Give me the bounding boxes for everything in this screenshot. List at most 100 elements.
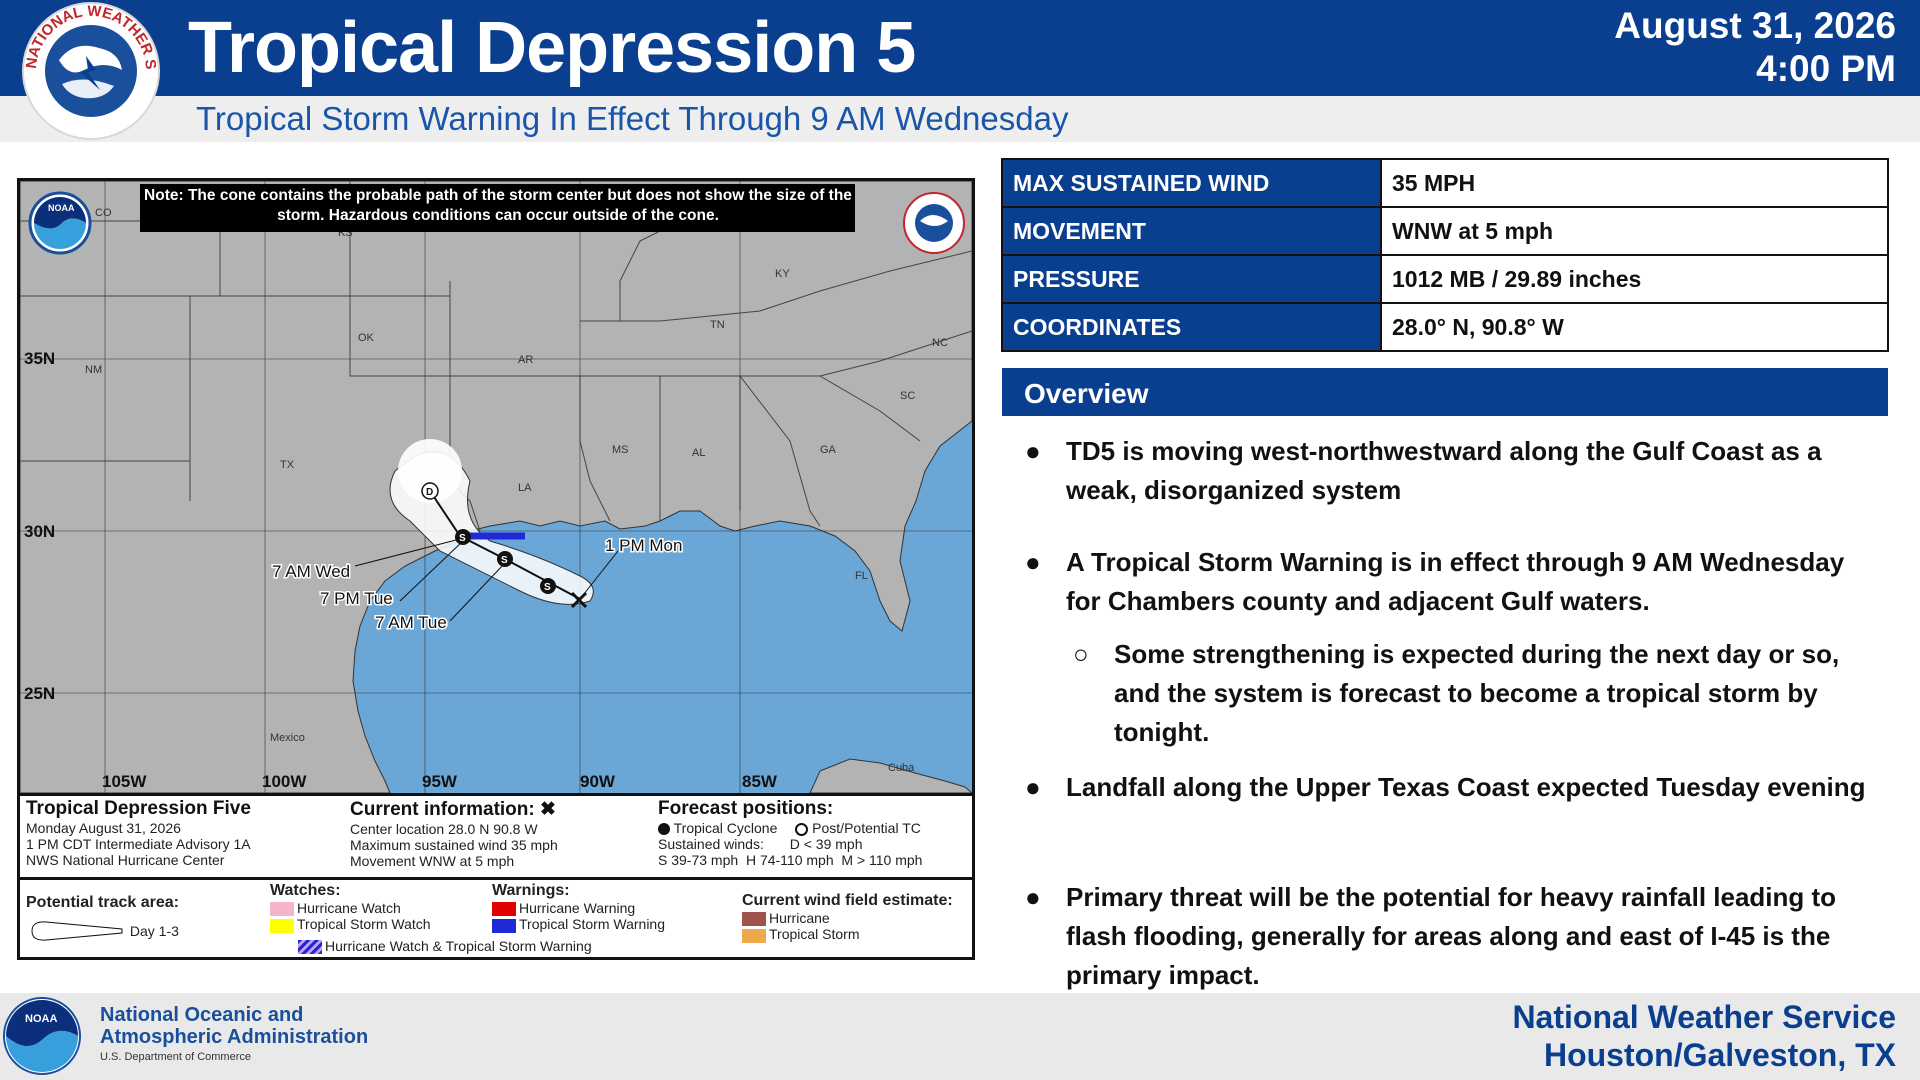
cuba-island [809, 758, 972, 793]
storm-line: 1 PM CDT Intermediate Advisory 1A [26, 836, 251, 852]
lat-label: 30N [24, 522, 55, 541]
lon-label: 85W [742, 772, 778, 791]
track-label: 1 PM Mon [605, 536, 682, 555]
forecast-post: Post/Potential TC [812, 820, 921, 836]
cone-tip [398, 439, 462, 503]
current-line: Center location 28.0 N 90.8 W [350, 821, 538, 837]
lat-lon-grid [20, 181, 972, 793]
storm-name: Tropical Depression Five [26, 798, 251, 819]
state-label: Cuba [888, 762, 915, 774]
bullet-icon: ● [1025, 772, 1041, 802]
current-line: Maximum sustained wind 35 mph [350, 837, 558, 853]
lat-label: 25N [24, 684, 55, 703]
forecast-d: D < 39 mph [789, 836, 863, 852]
watches-title: Watches: [270, 882, 341, 899]
marker-label: S [501, 555, 508, 566]
noaa-footer-logo-text: NOAA [25, 1013, 57, 1025]
hurricane-warning-label: Hurricane Warning [519, 900, 636, 916]
cone-note: Note: The cone contains the probable pat… [144, 187, 852, 224]
noaa-name: National Oceanic and Atmospheric Adminis… [100, 1004, 368, 1048]
table-row: PRESSURE 1012 MB / 29.89 inches [1001, 254, 1889, 304]
marker-s [455, 529, 471, 545]
subtitle-bar [0, 96, 1920, 142]
lon-label: 95W [422, 772, 458, 791]
state-label: Mexico [270, 732, 305, 744]
storm-info: Tropical Depression Five Monday August 3… [26, 798, 251, 868]
track-label: 7 PM Tue [320, 589, 393, 608]
combo-key: Hurricane Watch & Tropical Storm Warning [298, 938, 592, 955]
warnings-key: Warnings: Hurricane Warning Tropical Sto… [492, 882, 665, 933]
warnings-title: Warnings: [492, 882, 570, 899]
ts-watch-swatch [270, 918, 294, 933]
marker-label: S [459, 533, 466, 544]
footer-bar [0, 993, 1920, 1080]
header-bar [0, 0, 1920, 96]
marker-s [497, 551, 513, 567]
forecast-title: Forecast positions: [658, 798, 834, 819]
marker-label: D [426, 487, 433, 498]
forecast-tc: Tropical Cyclone [673, 820, 778, 836]
track-area-key: Day 1-3 [26, 918, 179, 947]
track-markers: D S S S [421, 482, 588, 609]
wind-title: Current wind field estimate: [742, 892, 953, 909]
page-title: Tropical Depression 5 [188, 8, 916, 88]
current-title: Current information: ✖ [350, 799, 556, 820]
legend-info-row: Tropical Depression Five Monday August 3… [20, 793, 972, 880]
lon-label: 105W [102, 772, 147, 791]
noaa-logo-text: NOAA [48, 203, 75, 213]
ts-watch-label: Tropical Storm Watch [297, 916, 431, 933]
storm-line: Monday August 31, 2026 [26, 820, 181, 836]
page-subtitle: Tropical Storm Warning In Effect Through… [196, 100, 1069, 137]
state-label: KY [775, 268, 790, 280]
lon-label: 100W [262, 772, 307, 791]
stat-label: MOVEMENT [1001, 206, 1382, 256]
state-label: MS [612, 444, 629, 456]
nws-line: Houston/Galveston, TX [1543, 1037, 1896, 1073]
land-mass [20, 181, 972, 793]
stat-label: MAX SUSTAINED WIND [1001, 158, 1382, 208]
track-area-title: Potential track area: [26, 894, 179, 911]
nws-logo: NATIONAL WEATHER SERVICE [14, 0, 160, 140]
note-box [140, 184, 855, 232]
noaa-footer-logo: NOAA [3, 997, 81, 1075]
forecast-symbols: Tropical Cyclone Post/Potential TC [658, 820, 968, 836]
noaa-line: Atmospheric Administration [100, 1026, 369, 1048]
sub-bullet-icon: ○ [1073, 639, 1089, 669]
lon-label: 90W [580, 772, 616, 791]
hurricane-warning-swatch [492, 902, 516, 917]
bullet-icon: ● [1025, 436, 1041, 466]
current-position-x [570, 591, 588, 609]
state-label: TN [710, 319, 725, 331]
stat-value: 35 MPH [1380, 158, 1889, 208]
bullet-text: Landfall along the Upper Texas Coast exp… [1066, 772, 1866, 802]
watches-key: Watches: Hurricane Watch Tropical Storm … [270, 882, 431, 933]
stat-value: 1012 MB / 29.89 inches [1380, 254, 1889, 304]
state-label: AL [692, 447, 705, 459]
wind-hurricane-swatch [742, 912, 766, 927]
forecast-sustained: Sustained winds: [658, 836, 764, 852]
forecast-scale: S 39-73 mph H 74-110 mph M > 110 mph [658, 852, 923, 868]
track-label: 7 AM Wed [272, 562, 350, 581]
state-label: CO [95, 207, 112, 219]
combo-label: Hurricane Watch & Tropical Storm Warning [325, 938, 592, 954]
storm-line: NWS National Hurricane Center [26, 852, 225, 868]
marker-label: S [544, 582, 551, 593]
state-label: GA [820, 444, 837, 456]
table-row: MAX SUSTAINED WIND 35 MPH [1001, 158, 1889, 208]
forecast-sustained-row: Sustained winds: D < 39 mph [658, 836, 968, 852]
state-label: FL [855, 570, 868, 582]
day-label: Day 1-3 [129, 923, 179, 939]
forecast-track [429, 490, 581, 600]
state-label: NM [85, 364, 102, 376]
overview-header: Overview [1002, 368, 1888, 416]
state-label: TX [280, 459, 295, 471]
stat-label: PRESSURE [1001, 254, 1382, 304]
doc-line: U.S. Department of Commerce [100, 1051, 251, 1063]
nws-office: National Weather Service Houston/Galvest… [1512, 998, 1896, 1074]
hurricane-watch-swatch [270, 902, 294, 917]
cone-shape-icon [31, 921, 123, 941]
bullet-icon: ● [1025, 882, 1041, 912]
current-line: Movement WNW at 5 mph [350, 853, 515, 869]
track-label: 7 AM Tue [375, 613, 447, 632]
wind-hurricane-label: Hurricane [769, 910, 830, 926]
